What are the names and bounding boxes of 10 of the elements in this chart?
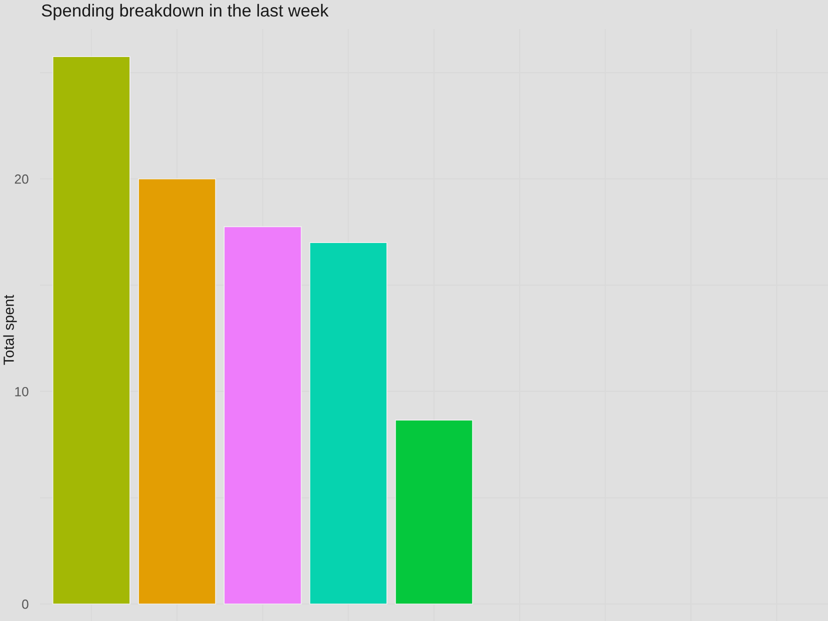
- bar: [395, 420, 473, 604]
- chart-title: Spending breakdown in the last week: [42, 4, 329, 20]
- y-tick-label: 20: [14, 174, 28, 184]
- y-tick-label: 0: [22, 600, 28, 609]
- bar: [138, 178, 216, 604]
- bar: [52, 56, 130, 604]
- bar: [309, 242, 388, 604]
- bar: [224, 226, 302, 604]
- y-tick-label: 10: [15, 386, 28, 396]
- y-axis-title: Total spent: [3, 294, 17, 365]
